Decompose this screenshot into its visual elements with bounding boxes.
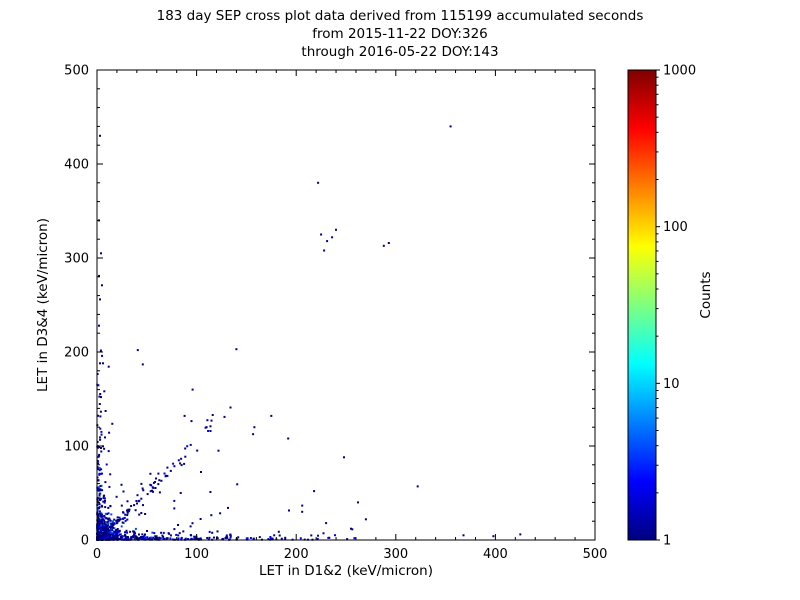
axis-ticks	[96, 69, 596, 541]
data-points	[96, 125, 522, 541]
svg-text:200: 200	[284, 547, 309, 562]
chart-title: 183 day SEP cross plot data derived from…	[0, 7, 800, 61]
svg-text:100: 100	[184, 547, 209, 562]
svg-text:500: 500	[583, 547, 608, 562]
svg-text:0: 0	[93, 547, 101, 562]
svg-text:200: 200	[64, 346, 89, 361]
svg-text:1: 1	[663, 534, 671, 549]
y-axis-label: LET in D3&4 (keV/micron)	[35, 218, 51, 392]
svg-text:500: 500	[64, 64, 89, 79]
svg-text:1000: 1000	[663, 64, 696, 79]
svg-text:100: 100	[663, 220, 688, 235]
svg-text:100: 100	[64, 440, 89, 455]
svg-text:0: 0	[81, 534, 89, 549]
x-axis-label: LET in D1&2 (keV/micron)	[259, 563, 433, 579]
svg-text:400: 400	[64, 158, 89, 173]
title-line-3: through 2016-05-22 DOY:143	[301, 44, 499, 60]
colorbar: 1 10 100 1000	[627, 64, 696, 549]
axis-tick-labels: 0 100 200 300 400 500 0 100 200 300 400 500	[64, 64, 607, 563]
svg-text:300: 300	[383, 547, 408, 562]
axes-frame	[96, 69, 596, 541]
svg-text:300: 300	[64, 252, 89, 267]
colorbar-label: Counts	[698, 271, 714, 319]
title-line-2: from 2015-11-22 DOY:326	[312, 26, 488, 42]
svg-text:10: 10	[663, 377, 680, 392]
title-line-1: 183 day SEP cross plot data derived from…	[156, 8, 644, 24]
svg-text:400: 400	[483, 547, 508, 562]
